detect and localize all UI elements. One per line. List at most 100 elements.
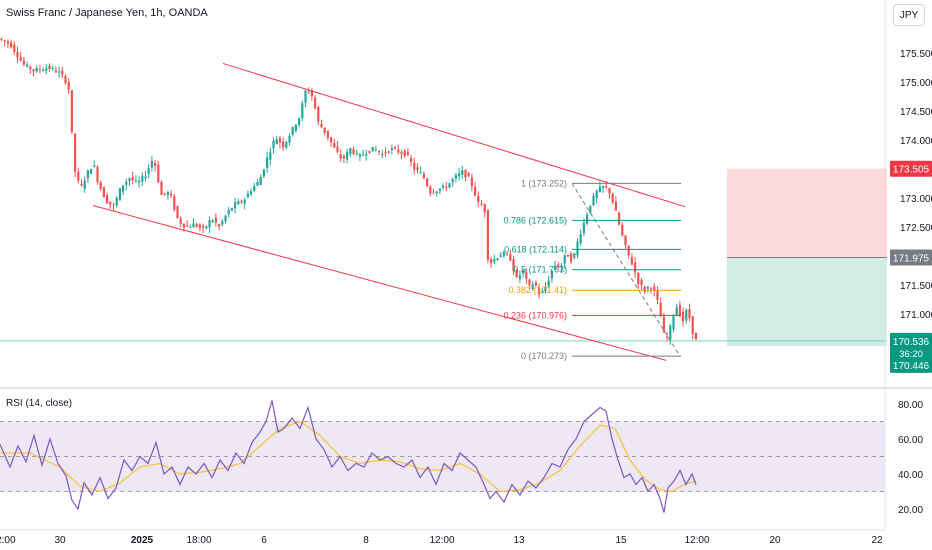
price-tag-stop[interactable] [890, 160, 932, 177]
time-tick-label: 12:00 [684, 535, 709, 546]
candle-body [534, 282, 537, 286]
candle-body [483, 204, 486, 213]
currency-button[interactable]: JPY [893, 4, 925, 26]
candle-body [592, 195, 595, 206]
candle-body [509, 254, 512, 261]
candle-body [74, 133, 77, 172]
candle-body [618, 212, 621, 225]
candle-body [6, 41, 9, 44]
candle-body [550, 270, 553, 279]
candle-body [294, 124, 297, 131]
candle-body [202, 225, 205, 228]
candle-body [128, 178, 131, 181]
candle-body [58, 71, 61, 73]
price-tick-label: 172.500 [900, 223, 932, 234]
time-tick-label: 12:00 [0, 535, 16, 546]
candle-body [461, 170, 464, 175]
candle-body [54, 70, 57, 73]
rsi-tick-label: 40.00 [898, 470, 923, 481]
candle-body [19, 57, 22, 61]
candle-body [691, 316, 694, 334]
candle-body [374, 149, 377, 151]
candle-body [218, 224, 221, 227]
candle-body [362, 154, 365, 156]
price-tick-label: 171.500 [900, 281, 932, 292]
candle-body [634, 262, 637, 273]
candle-body [237, 201, 240, 205]
candle-body [365, 153, 368, 156]
time-tick-label: 22 [871, 535, 883, 546]
candle-body [595, 190, 598, 198]
candle-body [538, 287, 541, 295]
candle-body [186, 225, 189, 227]
candle-body [32, 69, 35, 72]
candle-body [275, 139, 278, 145]
candle-body [262, 169, 265, 177]
candle-body [141, 175, 144, 182]
candle-body [525, 271, 528, 279]
candle-body [144, 176, 147, 179]
candle-body [160, 181, 163, 195]
candle-body [400, 152, 403, 154]
rsi-line[interactable] [0, 400, 697, 513]
candle-body [522, 269, 525, 274]
candle-body [518, 275, 521, 279]
candle-body [355, 153, 358, 155]
candle-body [42, 69, 45, 71]
candle-body [214, 217, 217, 223]
time-tick-label: 18:00 [186, 535, 211, 546]
candle-body [659, 302, 662, 317]
candle-body [486, 210, 489, 260]
candle-body [102, 187, 105, 198]
candle-body [307, 91, 310, 93]
candle-body [317, 106, 320, 122]
candle-body [403, 150, 406, 157]
candle-body [182, 223, 185, 228]
candle-body [166, 192, 169, 196]
candle-body [339, 154, 342, 159]
fib-level-label: 1 (173.252) [521, 178, 567, 188]
candle-body [384, 152, 387, 154]
candle-body [118, 188, 121, 201]
price-tag-entry[interactable] [890, 249, 932, 266]
channel-lower-line[interactable] [92, 205, 667, 361]
candle-body [67, 82, 70, 90]
candle-body [371, 147, 374, 152]
candle-body [493, 258, 496, 262]
candle-body [394, 147, 397, 149]
candle-body [291, 126, 294, 135]
candle-body [435, 191, 438, 194]
candle-body [282, 141, 285, 148]
candle-body [83, 180, 86, 189]
candle-body [454, 174, 457, 179]
candle-body [138, 180, 141, 183]
time-tick-label: 12:00 [429, 535, 454, 546]
take-profit-zone[interactable] [727, 257, 887, 347]
fib-level-label: 0.5 (171.763) [513, 265, 567, 275]
candle-body [570, 253, 573, 263]
candle-body [442, 185, 445, 188]
candle-body [541, 291, 544, 293]
candle-body [502, 252, 505, 256]
candle-body [480, 203, 483, 206]
rsi-indicator-label[interactable]: RSI (14, close) [6, 398, 73, 409]
candle-body [269, 152, 272, 160]
candle-body [598, 186, 601, 193]
candle-body [99, 181, 102, 190]
candle-body [195, 224, 198, 227]
candle-body [496, 258, 499, 260]
candle-body [506, 253, 509, 255]
candle-body [646, 286, 649, 289]
stop-loss-zone[interactable] [727, 168, 887, 258]
candle-body [227, 209, 230, 215]
candle-body [250, 191, 253, 195]
channel-upper-line[interactable] [222, 62, 686, 208]
candle-body [602, 185, 605, 188]
candle-body [605, 185, 608, 188]
candle-body [614, 201, 617, 211]
fib-level-label: 0 (170.273) [521, 351, 567, 361]
candle-body [301, 103, 304, 119]
price-tag-current[interactable] [890, 332, 932, 373]
candle-body [211, 220, 214, 223]
